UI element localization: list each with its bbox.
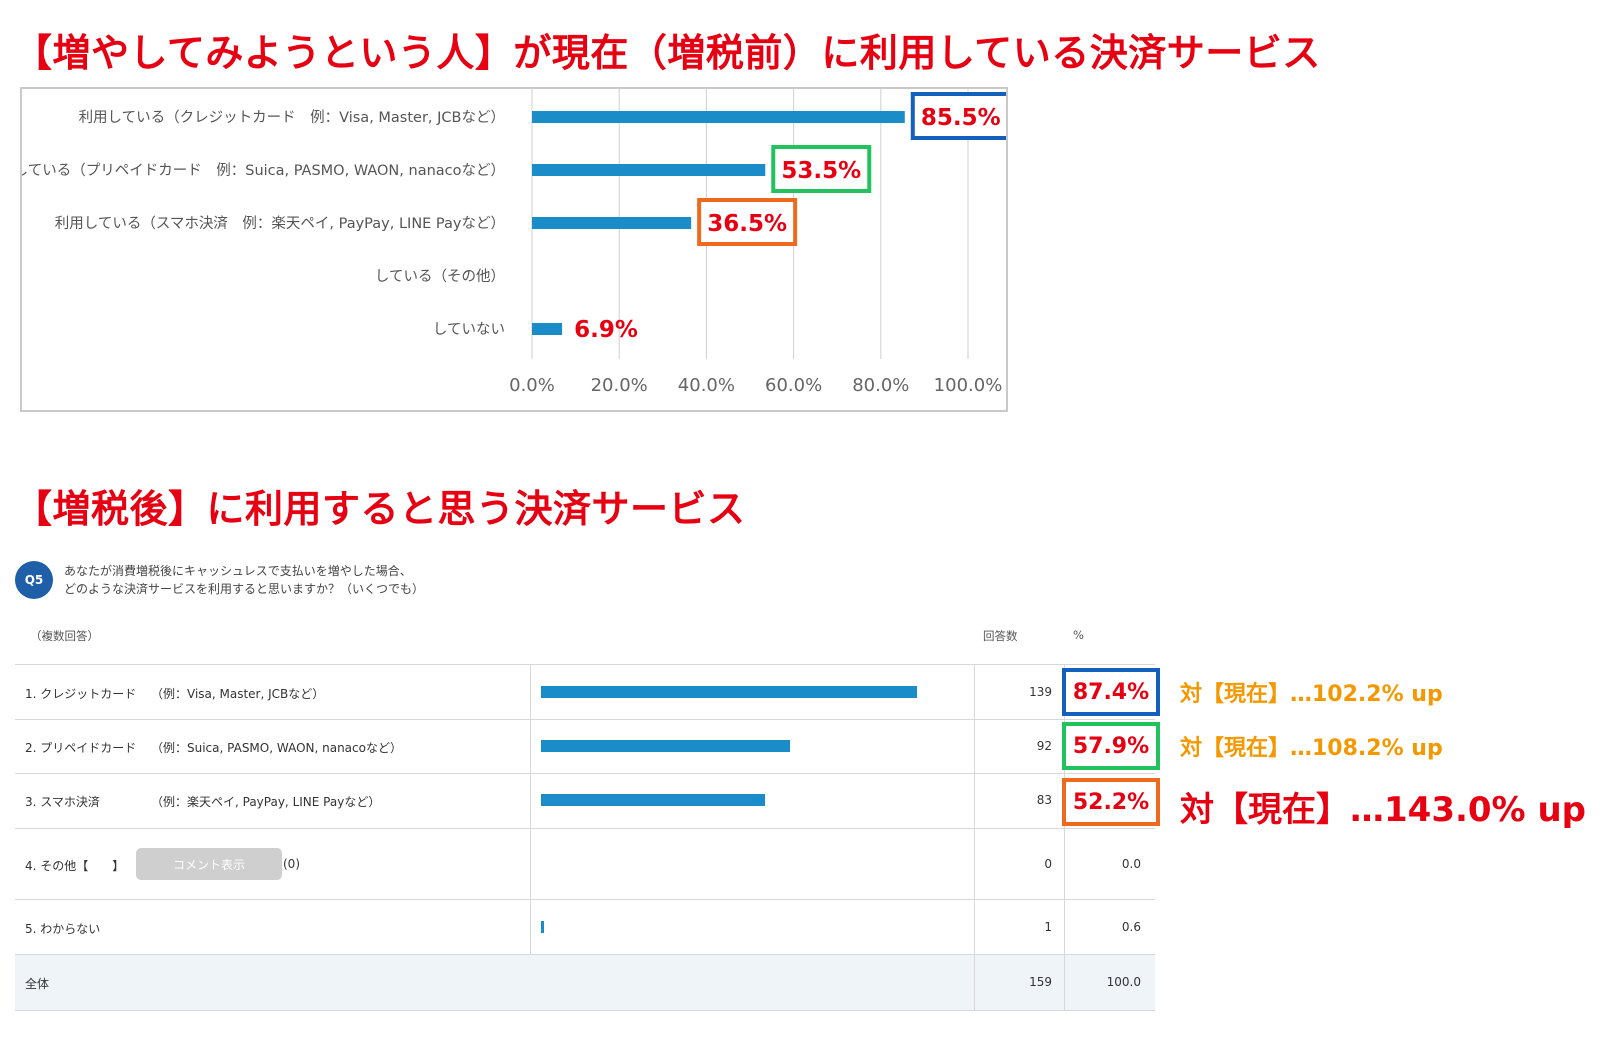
row-label: 5. わからない xyxy=(25,922,101,936)
table-row: 2. プリペイドカード （例：Suica, PASMO, WAON, nanac… xyxy=(15,719,1155,773)
row-example: （例：楽天ペイ, PayPay, LINE Payなど） xyxy=(151,795,381,809)
highlight-prepaid-pct: 57.9% xyxy=(1062,722,1160,770)
pct-header: % xyxy=(1073,628,1084,642)
results-table: 1. クレジットカード （例：Visa, Master, JCBなど） 139 … xyxy=(15,664,1155,1011)
multi-answer-note: （複数回答） xyxy=(30,629,99,643)
bar xyxy=(532,164,766,176)
x-tick-label: 20.0% xyxy=(591,375,648,396)
row-count: 92 xyxy=(1036,739,1052,753)
chart2-title: 【増税後】に利用すると思う決済サービス xyxy=(14,487,746,531)
total-count: 159 xyxy=(1029,975,1052,989)
x-tick-label: 60.0% xyxy=(765,375,822,396)
question-line-2: どのような決済サービスを利用すると思いますか？（いくつでも） xyxy=(64,582,425,596)
result-bar xyxy=(541,794,766,806)
row-example: （例：Visa, Master, JCBなど） xyxy=(151,687,325,701)
row-label: 2. プリペイドカード xyxy=(25,741,137,755)
row-count: 1 xyxy=(1044,920,1052,934)
result-bar xyxy=(541,921,544,933)
total-pct: 100.0 xyxy=(1106,975,1141,989)
bar xyxy=(532,111,905,123)
row-count: 0 xyxy=(1044,857,1052,871)
row-count: 139 xyxy=(1029,685,1052,699)
question-text: あなたが消費増税後にキャッシュレスで支払いを増やした場合、 どのような決済サービ… xyxy=(64,562,424,598)
bar xyxy=(532,217,692,229)
table-row: 5. わからない 1 0.6 xyxy=(15,899,1155,954)
category-label: していない xyxy=(433,321,505,338)
x-tick-label: 80.0% xyxy=(852,375,909,396)
total-label: 全体 xyxy=(25,977,50,991)
value-label: 36.5% xyxy=(707,211,787,237)
chart1-title: 【増やしてみようという人】が現在（増税前）に利用している決済サービス xyxy=(14,31,1321,75)
total-row: 全体 159 100.0 xyxy=(15,954,1155,1011)
question-badge: Q5 xyxy=(15,561,53,599)
category-label: 利用している（クレジットカード 例：Visa, Master, JCBなど） xyxy=(79,109,505,126)
value-label: 6.9% xyxy=(574,317,638,343)
comment-count: (0) xyxy=(283,857,300,871)
bar xyxy=(532,323,563,335)
row-example: （例：Suica, PASMO, WAON, nanacoなど） xyxy=(151,741,402,755)
result-bar xyxy=(541,686,917,698)
result-bar xyxy=(541,740,790,752)
row-label: 4. その他【 】 xyxy=(25,859,125,873)
x-tick-label: 100.0% xyxy=(934,375,1003,396)
comparison-prepaid: 対【現在】…108.2% up xyxy=(1180,736,1443,761)
comparison-credit: 対【現在】…102.2% up xyxy=(1180,682,1443,707)
category-label: 利用している（スマホ決済 例：楽天ペイ, PayPay, LINE Payなど） xyxy=(55,215,505,232)
question-line-1: あなたが消費増税後にキャッシュレスで支払いを増やした場合、 xyxy=(64,564,412,578)
category-label: している（その他） xyxy=(375,268,505,285)
category-label: 利用している（プリペイドカード 例：Suica, PASMO, WAON, na… xyxy=(22,162,505,179)
row-pct: 0.0 xyxy=(1121,857,1141,871)
row-count: 83 xyxy=(1036,793,1052,807)
value-highlight-box xyxy=(771,145,872,193)
chart1-frame: 0.0% 20.0% 40.0% 60.0% 80.0% 100.0% 利用している（クレジ… xyxy=(20,87,1008,412)
value-label: 53.5% xyxy=(781,158,861,184)
row-label: 1. クレジットカード xyxy=(25,687,137,701)
row-pct: 0.6 xyxy=(1121,920,1141,934)
highlight-credit-pct: 87.4% xyxy=(1062,668,1160,716)
table-row: 1. クレジットカード （例：Visa, Master, JCBなど） 139 xyxy=(15,664,1155,719)
x-tick-label: 0.0% xyxy=(509,375,555,396)
value-highlight-box xyxy=(697,198,798,246)
table-row: 3. スマホ決済 （例：楽天ペイ, PayPay, LINE Payなど） 83 xyxy=(15,773,1155,828)
value-highlight-box xyxy=(910,92,1006,140)
row-label: 3. スマホ決済 xyxy=(25,795,100,809)
value-label: 85.5% xyxy=(921,105,1001,131)
table-row: 4. その他【 】 コメント表示 (0) 0 0.0 xyxy=(15,828,1155,899)
chart1-plot: 0.0% 20.0% 40.0% 60.0% 80.0% 100.0% 利用している（クレジ… xyxy=(22,89,1006,396)
highlight-smartphone-pct: 52.2% xyxy=(1062,778,1160,826)
comparison-smartphone: 対【現在】…143.0% up xyxy=(1180,790,1586,830)
comment-button[interactable]: コメント表示 xyxy=(136,848,282,880)
count-header: 回答数 xyxy=(983,629,1018,643)
x-tick-label: 40.0% xyxy=(678,375,735,396)
